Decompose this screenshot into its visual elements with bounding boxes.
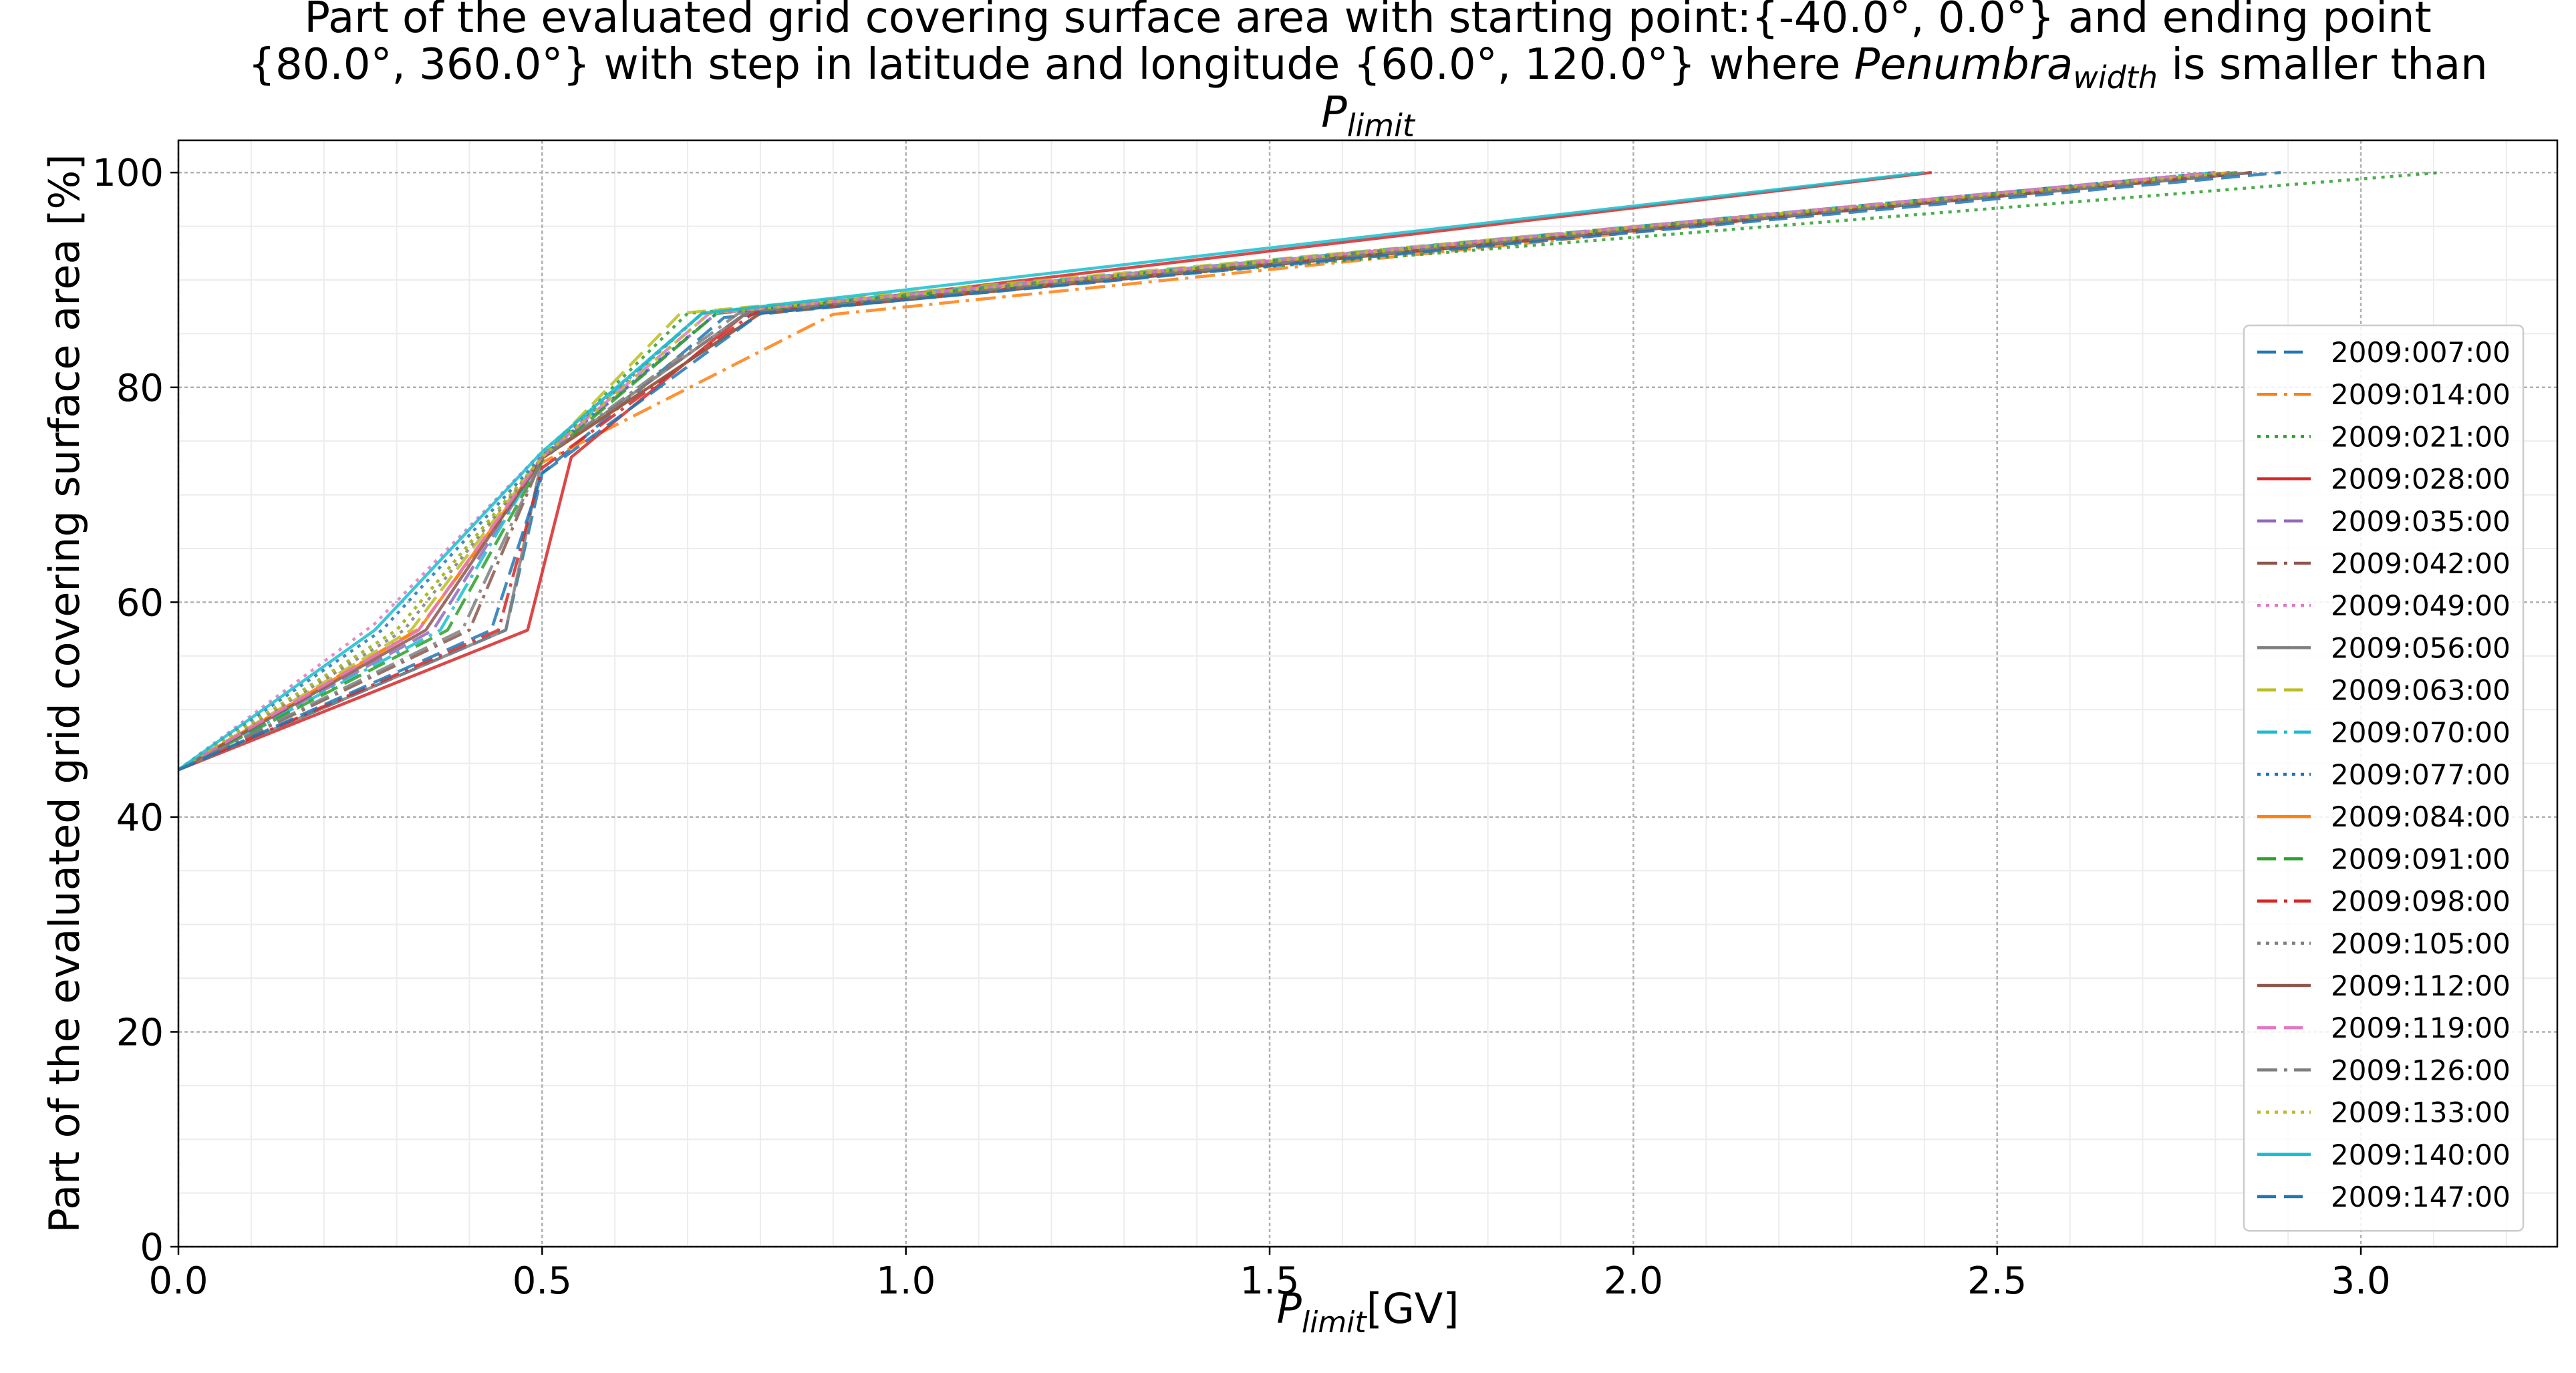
x-tick-label: 0.5 — [513, 1259, 572, 1303]
legend-label: 2009:063:00 — [2331, 674, 2511, 707]
legend-label: 2009:007:00 — [2331, 336, 2511, 369]
x-axis-label-text: Plimit[GV] — [1276, 1284, 1459, 1340]
minor-grid — [178, 140, 2557, 1247]
series-line-8 — [178, 170, 2253, 772]
x-tick-label: 2.0 — [1604, 1259, 1663, 1303]
series-line-13 — [177, 170, 2238, 772]
chart-title-line-1: Part of the evaluated grid covering surf… — [304, 0, 2431, 43]
series-line-6 — [178, 170, 2253, 772]
series-line-9 — [177, 170, 2231, 772]
series-line-14 — [178, 170, 2253, 772]
series-line-4 — [178, 170, 1932, 772]
legend-label: 2009:091:00 — [2331, 843, 2511, 875]
series-line-12 — [177, 170, 2231, 772]
legend-label: 2009:014:00 — [2331, 378, 2511, 411]
series-line-20 — [177, 170, 1925, 772]
series-line-1 — [178, 170, 2216, 772]
legend-box — [2243, 324, 2525, 1232]
x-tick-label: 1.5 — [1240, 1259, 1299, 1303]
legend-label: 2009:021:00 — [2331, 420, 2511, 453]
plot-frame — [177, 139, 2559, 1248]
y-tick-label: 20 — [116, 1011, 164, 1054]
legend-label: 2009:035:00 — [2331, 505, 2511, 538]
legend-label: 2009:098:00 — [2331, 885, 2511, 918]
x-axis-label: Plimit[GV] — [1276, 1284, 1459, 1340]
series-line-16 — [177, 170, 2253, 772]
series-lines — [177, 170, 2441, 772]
y-tick-label: 40 — [116, 796, 164, 840]
chart-title-line-3: Plimit — [1321, 88, 1416, 144]
x-tick-label: 1.0 — [876, 1259, 936, 1303]
legend-label: 2009:147:00 — [2331, 1181, 2511, 1213]
legend: 2009:007:00 2009:014:00 2009:021:00 2009:02… — [2243, 324, 2525, 1232]
y-tick-label: 0 — [140, 1226, 164, 1269]
y-tick-label: 60 — [116, 581, 164, 625]
series-line-19 — [177, 170, 2231, 772]
legend-label: 2009:028:00 — [2331, 463, 2511, 496]
chart-title: Part of the evaluated grid covering surf… — [248, 0, 2488, 144]
legend-label: 2009:105:00 — [2331, 927, 2511, 960]
legend-label: 2009:070:00 — [2331, 716, 2511, 749]
x-tick-label: 2.5 — [1967, 1259, 2027, 1303]
legend-label: 2009:119:00 — [2331, 1012, 2511, 1044]
series-line-18 — [178, 170, 2253, 772]
legend-label: 2009:126:00 — [2331, 1054, 2511, 1086]
legend-label: 2009:042:00 — [2331, 547, 2511, 580]
series-line-21 — [178, 170, 2281, 772]
y-tick-label: 100 — [92, 152, 164, 195]
x-axis-ticks: 0.0 0.5 1.0 1.5 2.0 2.5 3.0 — [148, 1247, 2391, 1303]
major-grid — [177, 140, 2557, 1248]
y-axis-label-text: Part of the evaluated grid covering surf… — [40, 154, 89, 1233]
legend-label: 2009:112:00 — [2331, 969, 2511, 1002]
legend-label: 2009:140:00 — [2331, 1138, 2511, 1171]
series-line-15 — [177, 170, 2231, 772]
chart-title-line-2: {80.0°, 360.0°} with step in latitude an… — [248, 40, 2488, 96]
legend-label: 2009:133:00 — [2331, 1096, 2511, 1129]
legend-label: 2009:084:00 — [2331, 800, 2511, 833]
legend-label: 2009:056:00 — [2331, 631, 2511, 664]
x-tick-label: 0.0 — [148, 1259, 208, 1303]
y-tick-label: 80 — [116, 367, 164, 410]
y-axis-ticks: 0 20 40 60 80 100 — [92, 152, 178, 1269]
legend-label: 2009:077:00 — [2331, 758, 2511, 791]
y-axis-label: Part of the evaluated grid covering surf… — [40, 154, 89, 1233]
x-tick-label: 3.0 — [2331, 1259, 2391, 1303]
legend-label: 2009:049:00 — [2331, 589, 2511, 622]
